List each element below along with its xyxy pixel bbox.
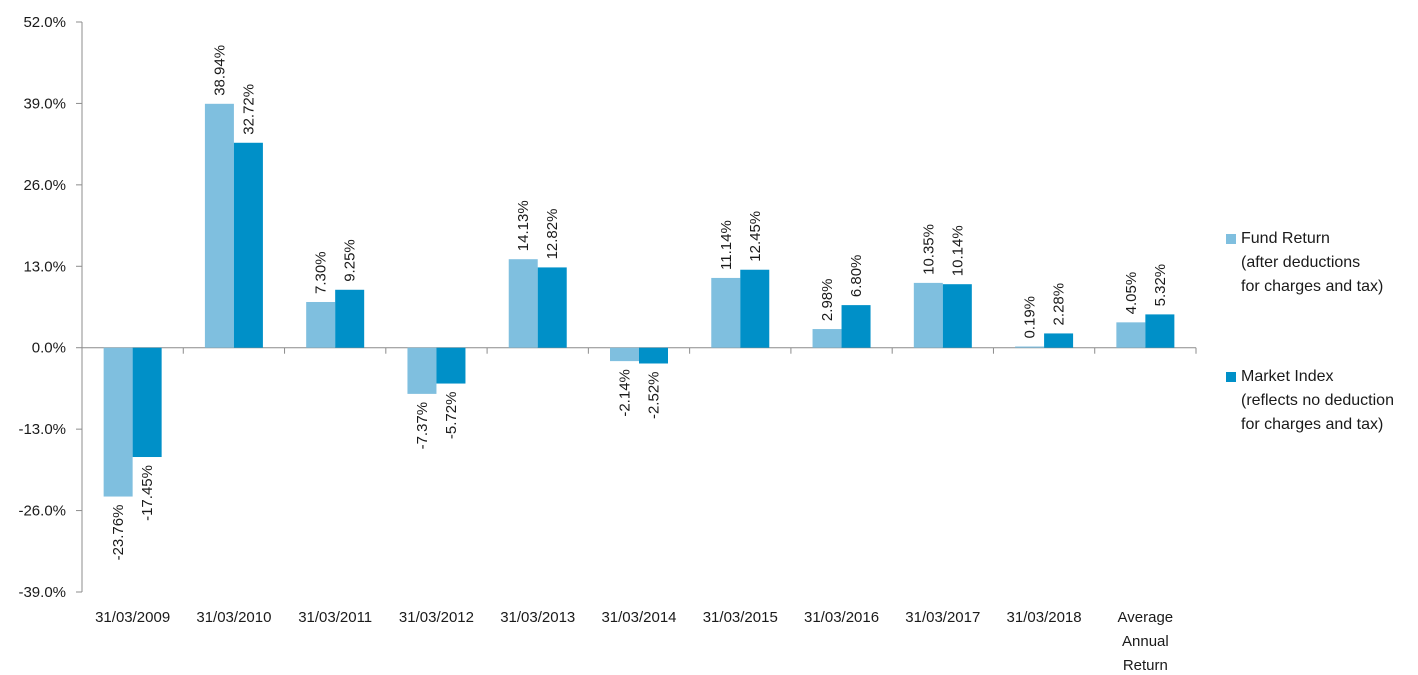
bar-market-index xyxy=(1145,314,1175,348)
y-tick-label: 26.0% xyxy=(23,177,66,194)
legend-label: (reflects no deduction xyxy=(1241,392,1394,409)
bar-fund-return xyxy=(306,301,336,348)
y-tick-label: -26.0% xyxy=(18,503,66,520)
x-category-label: Return xyxy=(1123,657,1168,674)
data-label: 4.05% xyxy=(1123,272,1140,315)
data-label: 12.45% xyxy=(747,211,764,262)
y-tick-label: -39.0% xyxy=(18,584,66,601)
bar-fund-return xyxy=(610,347,639,362)
x-category-label: Annual xyxy=(1122,633,1169,650)
data-label: 9.25% xyxy=(342,239,359,282)
data-label: -17.45% xyxy=(139,465,156,521)
legend-swatch xyxy=(1226,234,1236,244)
y-tick-label: 39.0% xyxy=(23,95,66,112)
y-tick-label: -13.0% xyxy=(18,421,66,438)
data-label: 12.82% xyxy=(544,209,561,260)
bar-market-index xyxy=(335,289,365,348)
x-category-label: 31/03/2010 xyxy=(196,609,271,626)
x-category-label: 31/03/2014 xyxy=(601,609,676,626)
data-label: 7.30% xyxy=(313,251,330,294)
data-label: 11.14% xyxy=(718,220,735,270)
data-label: -7.37% xyxy=(414,402,431,450)
bar-market-index xyxy=(132,347,162,458)
legend-label: Market Index xyxy=(1241,368,1333,385)
y-tick-label: 52.0% xyxy=(23,14,66,31)
x-category-label: 31/03/2018 xyxy=(1007,609,1082,626)
x-category-label: 31/03/2017 xyxy=(905,609,980,626)
bar-market-index xyxy=(233,142,263,348)
legend-label: for charges and tax) xyxy=(1241,278,1383,295)
data-label: 10.35% xyxy=(920,224,937,275)
bar-fund-return xyxy=(913,282,943,348)
bar-fund-return xyxy=(1116,322,1146,348)
x-category-label: 31/03/2015 xyxy=(703,609,778,626)
data-label: -2.52% xyxy=(646,371,663,419)
data-label: -23.76% xyxy=(110,505,127,561)
bar-market-index xyxy=(537,267,567,348)
legend-label: for charges and tax) xyxy=(1241,416,1383,433)
x-category-label: 31/03/2012 xyxy=(399,609,474,626)
data-label: 38.94% xyxy=(211,45,228,96)
bar-fund-return xyxy=(508,259,538,348)
bar-fund-return xyxy=(711,277,741,348)
bar-fund-return xyxy=(204,103,234,348)
data-label: 5.32% xyxy=(1152,264,1169,307)
y-tick-label: 0.0% xyxy=(32,340,66,357)
data-label: -2.14% xyxy=(617,369,634,417)
legend-label: (after deductions xyxy=(1241,254,1360,271)
bar-market-index xyxy=(942,284,972,348)
data-label: 32.72% xyxy=(240,84,257,135)
legend-label: Fund Return xyxy=(1241,230,1330,247)
x-category-label: 31/03/2009 xyxy=(95,609,170,626)
x-category-label: 31/03/2016 xyxy=(804,609,879,626)
data-label: 2.28% xyxy=(1051,283,1068,326)
data-label: 10.14% xyxy=(949,225,966,276)
data-label: -5.72% xyxy=(443,392,460,440)
bar-market-index xyxy=(1044,333,1074,348)
bar-fund-return xyxy=(812,329,842,348)
data-label: 6.80% xyxy=(848,255,865,298)
y-tick-label: 13.0% xyxy=(23,258,66,275)
bar-market-index xyxy=(639,347,668,364)
x-category-label: 31/03/2013 xyxy=(500,609,575,626)
data-label: 2.98% xyxy=(819,279,836,322)
bar-market-index xyxy=(436,347,466,384)
bar-market-index xyxy=(740,269,770,348)
data-label: 0.19% xyxy=(1022,296,1039,339)
bar-market-index xyxy=(841,305,871,348)
bar-fund-return xyxy=(407,347,437,394)
x-category-label: Average xyxy=(1118,609,1174,626)
data-label: 14.13% xyxy=(515,200,532,251)
legend-swatch xyxy=(1226,372,1236,382)
bar-fund-return xyxy=(1015,346,1045,348)
bar-fund-return xyxy=(103,347,133,497)
x-category-label: 31/03/2011 xyxy=(298,609,372,626)
